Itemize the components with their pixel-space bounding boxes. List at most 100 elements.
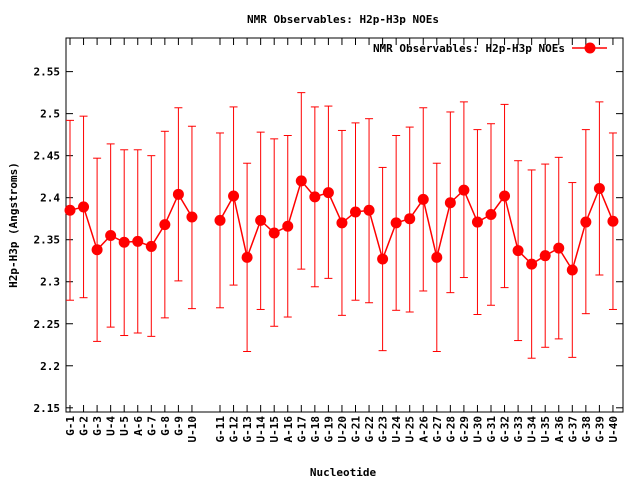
x-tick-label: G-13 [241, 416, 254, 443]
data-point [78, 201, 90, 213]
data-point [553, 242, 565, 254]
data-point [172, 188, 184, 200]
x-tick-label: G-17 [295, 416, 308, 443]
x-tick-label: G-23 [377, 416, 390, 443]
data-point [118, 236, 130, 248]
y-tick-label: 2.5 [40, 108, 60, 121]
legend-label: NMR Observables: H2p-H3p NOEs [373, 42, 565, 55]
x-tick-label: U-40 [607, 416, 620, 443]
x-tick-label: G-33 [512, 416, 525, 443]
data-point [132, 235, 144, 247]
chart-title: NMR Observables: H2p-H3p NOEs [247, 13, 439, 26]
y-tick-label: 2.35 [34, 234, 61, 247]
data-point [350, 206, 361, 218]
x-tick-label: U-5 [118, 416, 131, 436]
data-point [268, 227, 280, 239]
x-axis-ticks: G-1 G-2 G-3 U-4 U-5 A-6 G-7 G-8 G-9 U-10 G-11 G-12 G… [64, 38, 620, 443]
x-tick-label: G-39 [593, 416, 606, 443]
x-tick-label: G-32 [499, 416, 512, 443]
data-point [309, 191, 321, 203]
data-point [499, 190, 511, 202]
y-tick-label: 2.55 [34, 66, 61, 79]
x-tick-label: U-10 [186, 416, 199, 443]
x-tick-label: G-37 [566, 416, 579, 443]
x-tick-label: G-8 [159, 416, 172, 436]
x-tick-label: G-12 [228, 416, 241, 443]
y-tick-label: 2.45 [34, 150, 61, 163]
x-tick-label: U-24 [390, 416, 403, 443]
data-point [526, 258, 538, 270]
x-tick-label: G-27 [431, 416, 444, 443]
x-tick-label: G-3 [91, 416, 104, 436]
x-tick-label: G-1 [64, 416, 77, 436]
x-tick-label: G-9 [172, 416, 185, 436]
data-point [295, 175, 307, 187]
data-point [91, 244, 103, 256]
data-point [145, 240, 157, 252]
data-point [105, 230, 117, 242]
x-tick-label: G-7 [145, 416, 158, 436]
x-tick-label: G-18 [309, 416, 322, 443]
data-point [282, 220, 294, 232]
y-tick-label: 2.3 [40, 276, 60, 289]
x-tick-label: G-31 [485, 416, 498, 443]
y-tick-label: 2.2 [40, 360, 60, 373]
x-tick-label: A-6 [132, 416, 145, 436]
data-point [458, 184, 470, 196]
data-point [390, 217, 402, 229]
data-points [64, 175, 619, 276]
data-point [471, 216, 483, 228]
data-point [417, 193, 429, 205]
x-tick-label: A-36 [553, 416, 566, 443]
plot-border [65, 37, 624, 413]
data-point [431, 251, 443, 263]
x-axis-label: Nucleotide [310, 466, 377, 479]
x-tick-label: G-29 [458, 416, 471, 443]
data-point [404, 213, 416, 225]
x-tick-label: G-19 [322, 416, 335, 443]
plot-frame [65, 37, 624, 413]
data-point [377, 253, 389, 265]
x-tick-label: G-22 [363, 416, 376, 443]
data-point [607, 215, 619, 227]
data-point [566, 264, 578, 276]
x-tick-label: G-21 [350, 416, 363, 443]
y-tick-label: 2.15 [34, 402, 61, 415]
y-tick-label: 2.25 [34, 318, 61, 331]
data-point [228, 190, 240, 202]
data-point [214, 214, 226, 226]
x-tick-label: U-25 [404, 416, 417, 443]
data-point [241, 251, 253, 263]
x-tick-label: U-35 [539, 416, 552, 443]
y-tick-label: 2.4 [40, 192, 60, 205]
data-point [444, 197, 456, 209]
data-point [255, 214, 267, 226]
data-point [580, 216, 592, 228]
data-point [336, 217, 348, 229]
data-point [485, 208, 497, 220]
y-axis-ticks: 2.15 2.2 2.25 2.3 2.35 2.4 2.45 2.5 2.55 [34, 66, 623, 415]
data-point [539, 250, 551, 262]
x-tick-label: U-34 [526, 416, 539, 443]
x-tick-label: U-14 [255, 416, 268, 443]
y-axis-label: H2p-H3p (Angstroms) [7, 162, 20, 288]
data-point [64, 204, 76, 216]
x-tick-label: A-16 [282, 416, 295, 443]
series-line [219, 179, 614, 272]
legend-marker [584, 42, 596, 54]
x-tick-label: U-4 [105, 416, 118, 436]
data-point [186, 211, 198, 223]
data-point [593, 182, 605, 194]
x-tick-label: G-2 [78, 416, 91, 436]
x-tick-label: G-11 [214, 416, 227, 443]
series-line [69, 192, 193, 252]
data-point [512, 245, 524, 257]
x-tick-label: U-20 [336, 416, 349, 443]
data-point [322, 187, 334, 199]
data-point [159, 219, 171, 231]
x-tick-label: G-38 [580, 416, 593, 443]
x-tick-label: G-28 [444, 416, 457, 443]
data-point [363, 204, 375, 216]
x-tick-label: A-26 [417, 416, 430, 443]
